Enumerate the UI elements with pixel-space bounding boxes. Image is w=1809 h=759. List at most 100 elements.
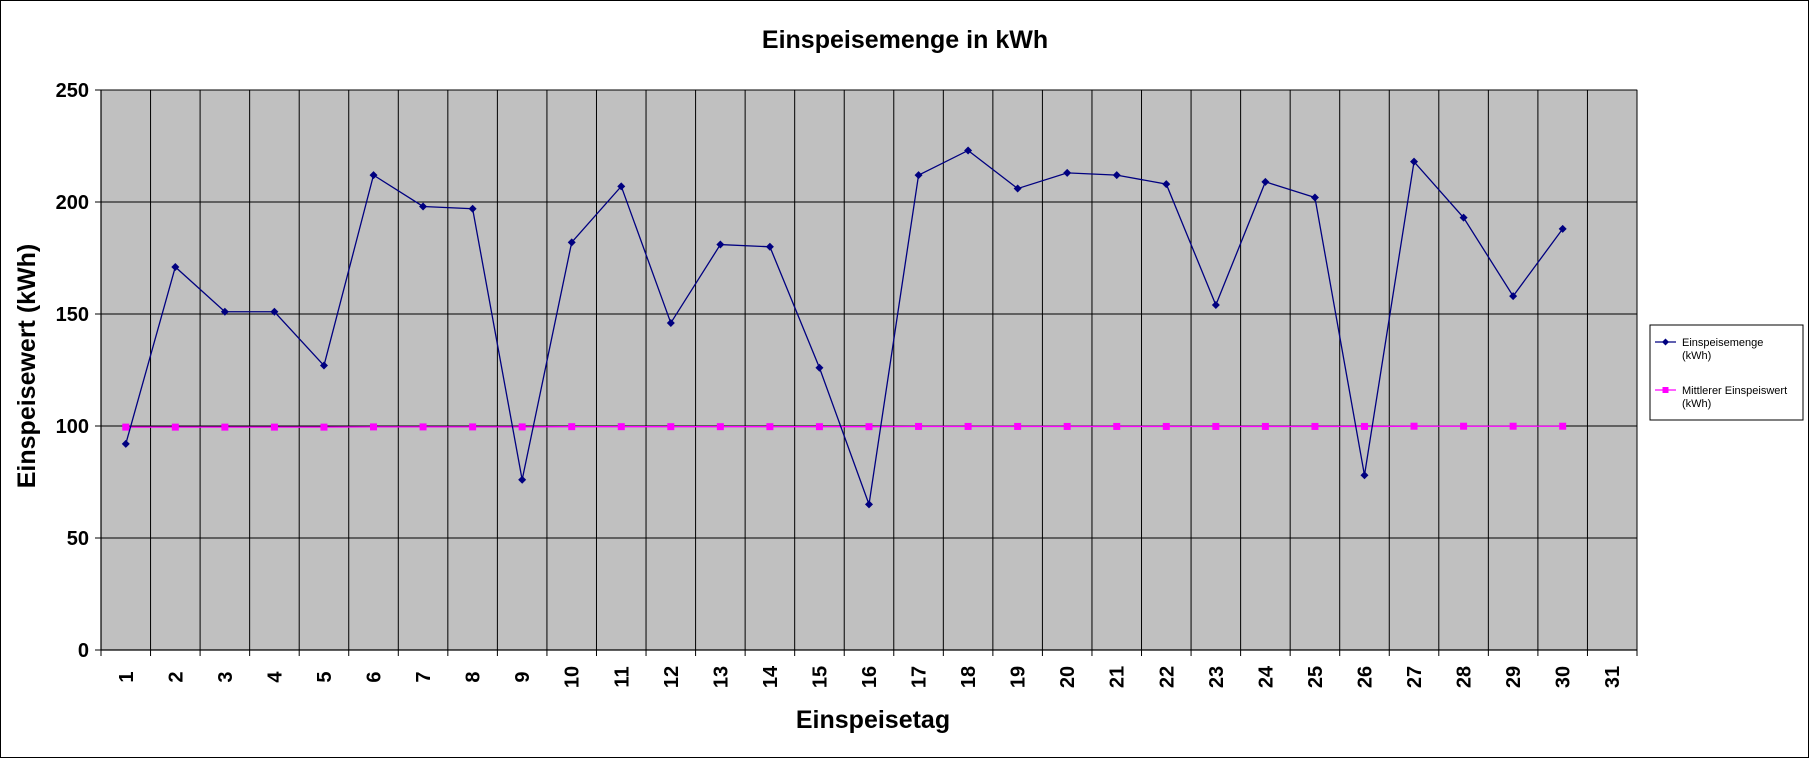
plot-background [100, 89, 1638, 651]
x-axis-title: Einspeisetag [796, 706, 950, 734]
data-point-mittlerer-einspeiswert [1063, 422, 1071, 430]
x-tick-label: 8 [463, 671, 485, 682]
y-tick-label: 150 [56, 304, 89, 326]
data-point-mittlerer-einspeiswert [716, 423, 724, 431]
data-point-mittlerer-einspeiswert [171, 423, 179, 431]
x-tick-label: 29 [1503, 666, 1525, 688]
legend-label: Mittlerer Einspeiswert [1682, 385, 1787, 397]
x-tick-label: 2 [165, 671, 187, 682]
x-tick-label: 27 [1404, 666, 1426, 688]
data-point-einspeisemenge [964, 146, 973, 155]
data-point-einspeisemenge [121, 439, 130, 448]
data-point-einspeisemenge [1360, 471, 1369, 480]
data-point-einspeisemenge [1112, 171, 1121, 180]
data-point-mittlerer-einspeiswert [1014, 422, 1022, 430]
data-point-mittlerer-einspeiswert [1162, 422, 1170, 430]
y-tick-label: 100 [56, 416, 89, 438]
data-point-mittlerer-einspeiswert [1410, 422, 1418, 430]
y-axis-title: Einspeisewert (kWh) [13, 244, 41, 489]
data-point-einspeisemenge [1558, 224, 1567, 233]
legend-marker [1662, 338, 1669, 346]
data-point-einspeisemenge [815, 363, 824, 372]
data-point-einspeisemenge [1162, 180, 1171, 189]
data-point-einspeisemenge [1063, 168, 1072, 177]
x-tick-label: 3 [215, 671, 237, 682]
data-point-mittlerer-einspeiswert [1460, 422, 1468, 430]
data-point-mittlerer-einspeiswert [221, 423, 229, 431]
x-tick-label: 6 [364, 671, 386, 682]
data-point-einspeisemenge [1410, 157, 1419, 166]
legend-box [1649, 324, 1804, 421]
legend-marker [1662, 387, 1669, 393]
data-point-mittlerer-einspeiswert [1360, 422, 1368, 430]
data-point-einspeisemenge [319, 361, 328, 370]
data-point-einspeisemenge [765, 242, 774, 251]
data-point-einspeisemenge [1459, 213, 1468, 222]
x-tick-label: 14 [760, 665, 782, 688]
data-point-mittlerer-einspeiswert [1212, 422, 1220, 430]
x-tick-label: 24 [1255, 665, 1277, 688]
data-point-einspeisemenge [716, 240, 725, 249]
data-point-mittlerer-einspeiswert [320, 423, 328, 431]
data-point-mittlerer-einspeiswert [370, 423, 378, 431]
x-tick-label: 11 [611, 666, 633, 687]
x-tick-label: 15 [809, 666, 831, 688]
data-point-mittlerer-einspeiswert [1261, 422, 1269, 430]
data-point-einspeisemenge [865, 500, 873, 509]
x-tick-label: 10 [562, 666, 584, 688]
x-tick-label: 16 [859, 666, 881, 688]
y-tick-label: 0 [78, 640, 89, 662]
x-tick-label: 9 [512, 671, 534, 682]
data-point-mittlerer-einspeiswert [865, 423, 873, 431]
legend-label: (kWh) [1682, 350, 1711, 362]
data-point-mittlerer-einspeiswert [964, 422, 972, 430]
x-tick-label: 28 [1454, 666, 1476, 688]
x-tick-label: 7 [413, 671, 435, 682]
data-point-mittlerer-einspeiswert [568, 423, 576, 431]
data-point-mittlerer-einspeiswert [1311, 422, 1319, 430]
data-point-einspeisemenge [1211, 301, 1220, 310]
data-point-mittlerer-einspeiswert [122, 423, 130, 431]
data-point-mittlerer-einspeiswert [518, 423, 526, 431]
x-tick-label: 4 [264, 671, 286, 683]
data-point-einspeisemenge [1310, 193, 1319, 202]
data-point-mittlerer-einspeiswert [1509, 422, 1517, 430]
x-tick-label: 20 [1057, 666, 1079, 688]
x-tick-label: 22 [1156, 666, 1178, 688]
data-point-einspeisemenge [1509, 292, 1518, 301]
data-point-einspeisemenge [220, 307, 229, 316]
x-tick-label: 23 [1206, 666, 1228, 688]
x-tick-label: 19 [1008, 666, 1030, 688]
x-tick-label: 17 [909, 666, 931, 688]
data-point-mittlerer-einspeiswert [1113, 422, 1121, 430]
legend-label: (kWh) [1682, 398, 1711, 410]
x-tick-label: 30 [1553, 666, 1575, 688]
data-point-einspeisemenge [419, 202, 428, 211]
x-tick-label: 5 [314, 671, 336, 682]
series-line-einspeisemenge [125, 149, 1564, 505]
data-point-einspeisemenge [270, 307, 279, 316]
data-point-einspeisemenge [468, 204, 477, 213]
x-tick-label: 12 [661, 666, 683, 688]
data-point-einspeisemenge [666, 318, 675, 327]
chart-title: Einspeisemenge in kWh [762, 26, 1048, 54]
data-point-mittlerer-einspeiswert [766, 423, 774, 431]
x-tick-label: 18 [958, 666, 980, 688]
data-point-einspeisemenge [617, 182, 626, 191]
data-point-mittlerer-einspeiswert [617, 423, 625, 431]
x-tick-label: 21 [1107, 666, 1129, 688]
data-point-mittlerer-einspeiswert [1559, 422, 1567, 430]
data-point-einspeisemenge [1261, 177, 1270, 186]
data-point-einspeisemenge [914, 171, 923, 180]
data-point-mittlerer-einspeiswert [419, 423, 427, 431]
y-tick-label: 250 [56, 80, 89, 102]
x-tick-label: 13 [710, 666, 732, 688]
data-point-einspeisemenge [1013, 184, 1022, 193]
data-point-mittlerer-einspeiswert [469, 423, 477, 431]
data-point-einspeisemenge [171, 262, 180, 271]
data-point-einspeisemenge [567, 238, 576, 247]
y-tick-label: 200 [56, 192, 89, 214]
data-point-mittlerer-einspeiswert [667, 423, 675, 431]
